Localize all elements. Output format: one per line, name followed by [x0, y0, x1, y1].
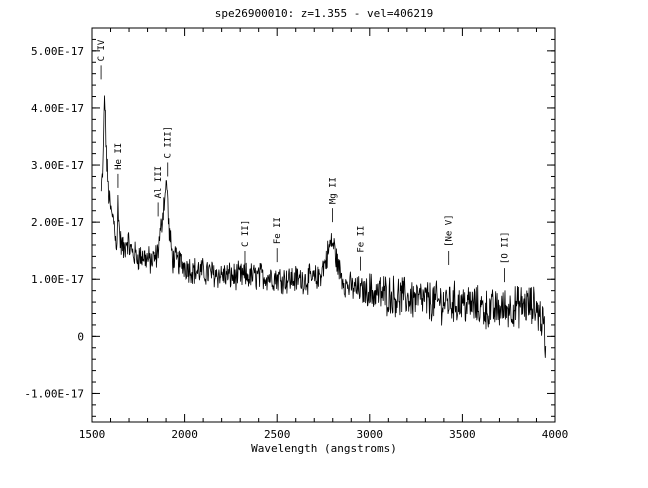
emission-line-marker: C IV	[97, 39, 107, 80]
x-tick-label: 3500	[449, 428, 476, 441]
y-tick-label: 5.00E-17	[31, 45, 84, 58]
axis-ticks	[91, 28, 556, 422]
emission-line-label: [Ne V]	[445, 214, 455, 247]
emission-line-label: He II	[114, 143, 124, 170]
emission-line-marker: C II]	[241, 220, 251, 265]
spectrum-series-line	[100, 95, 547, 358]
chart-title: spe26900010: z=1.355 - vel=406219	[215, 7, 434, 20]
x-tick-label: 2000	[171, 428, 198, 441]
emission-line-label: [O II]	[500, 232, 510, 265]
x-tick-label: 1500	[79, 428, 106, 441]
emission-line-marker: Al III	[154, 166, 164, 217]
y-tick-label: 4.00E-17	[31, 102, 84, 115]
emission-line-marker: Mg II	[328, 177, 338, 223]
emission-line-label: Mg II	[328, 177, 338, 204]
y-tick-label: 2.00E-17	[31, 216, 84, 229]
emission-line-marker: Fe II	[273, 217, 283, 263]
plot-frame	[91, 27, 556, 423]
emission-line-marker: [O II]	[500, 232, 510, 283]
y-tick-labels: -1.00E-17 0 1.00E-17 2.00E-17 3.00E-17 4.00E-…	[24, 45, 84, 401]
y-tick-label: 1.00E-17	[31, 273, 84, 286]
emission-line-marker: [Ne V]	[445, 214, 455, 265]
emission-line-label: C III]	[164, 126, 174, 159]
emission-line-label: Fe II	[357, 226, 367, 253]
x-tick-label: 4000	[542, 428, 569, 441]
emission-line-marker: C III]	[164, 126, 174, 177]
emission-line-label: Fe II	[273, 217, 283, 244]
y-tick-label: 3.00E-17	[31, 159, 84, 172]
emission-line-label: C IV	[97, 39, 107, 61]
x-axis-label: Wavelength (angstroms)	[251, 442, 397, 455]
emission-line-label: Al III	[154, 166, 164, 199]
y-tick-label: 0	[77, 330, 84, 343]
emission-line-label: C II]	[241, 220, 251, 247]
x-tick-labels: 1500 2000 2500 3000 3500 4000	[79, 428, 569, 441]
y-tick-label: -1.00E-17	[24, 387, 84, 400]
x-tick-label: 2500	[264, 428, 291, 441]
emission-line-marker: Fe II	[357, 226, 367, 271]
x-tick-label: 3000	[357, 428, 384, 441]
emission-line-marker: He II	[114, 143, 124, 188]
